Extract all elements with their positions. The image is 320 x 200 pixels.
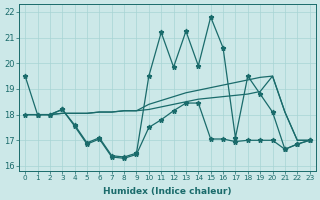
X-axis label: Humidex (Indice chaleur): Humidex (Indice chaleur) [103, 187, 232, 196]
